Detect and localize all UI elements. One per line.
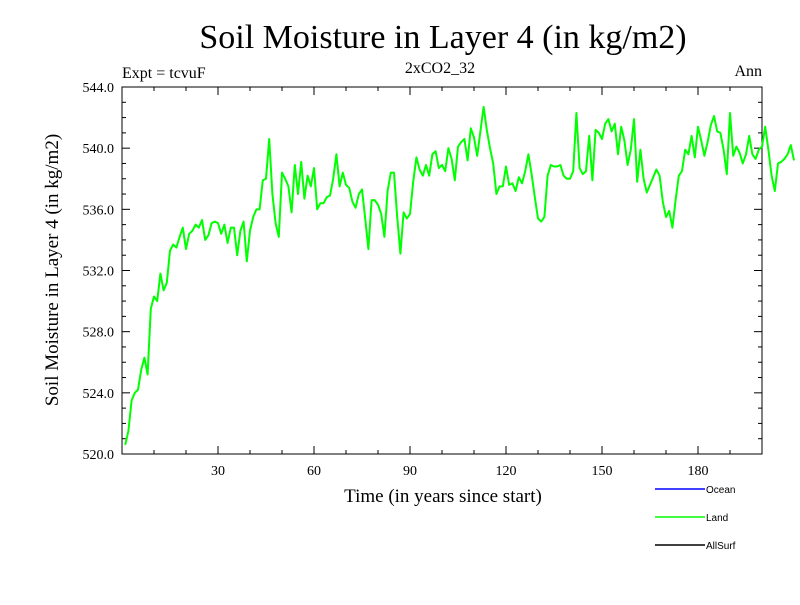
y-tick-label: 528.0 [83,326,115,341]
x-tick-label: 150 [592,464,613,479]
x-tick-label: 90 [403,464,417,479]
x-tick-label: 60 [307,464,321,479]
series-layer [124,105,795,446]
legend-label: Land [706,513,728,524]
legend-label: AllSurf [706,541,736,552]
chart-title: Soil Moisture in Layer 4 (in kg/m2) [199,19,686,56]
y-tick-label: 524.0 [83,387,115,402]
x-tick-labels: 30 60 90 120 150 180 [211,464,709,479]
y-axis-label: Soil Moisture in Layer 4 (in kg/m2) [42,134,63,406]
x-tick-label: 180 [688,464,709,479]
series-line-land [124,105,795,446]
plot-frame [121,86,763,455]
x-tick-label: 30 [211,464,225,479]
y-tick-label: 536.0 [83,203,115,218]
period-label: Ann [734,63,762,80]
y-tick-label: 532.0 [83,265,115,280]
legend: Ocean Land AllSurf [655,485,736,552]
chart-subtitle: 2xCO2_32 [405,60,475,77]
x-tick-label: 120 [496,464,517,479]
y-tick-label: 540.0 [83,142,115,157]
y-tick-labels: 520.0 524.0 528.0 532.0 536.0 540.0 544.0 [83,81,115,463]
axis-ticks [122,86,762,455]
y-tick-label: 544.0 [83,81,115,96]
y-tick-label: 520.0 [83,448,115,463]
legend-label: Ocean [706,485,735,496]
expt-label: Expt = tcvuF [122,65,206,82]
x-axis-label: Time (in years since start) [344,486,542,507]
